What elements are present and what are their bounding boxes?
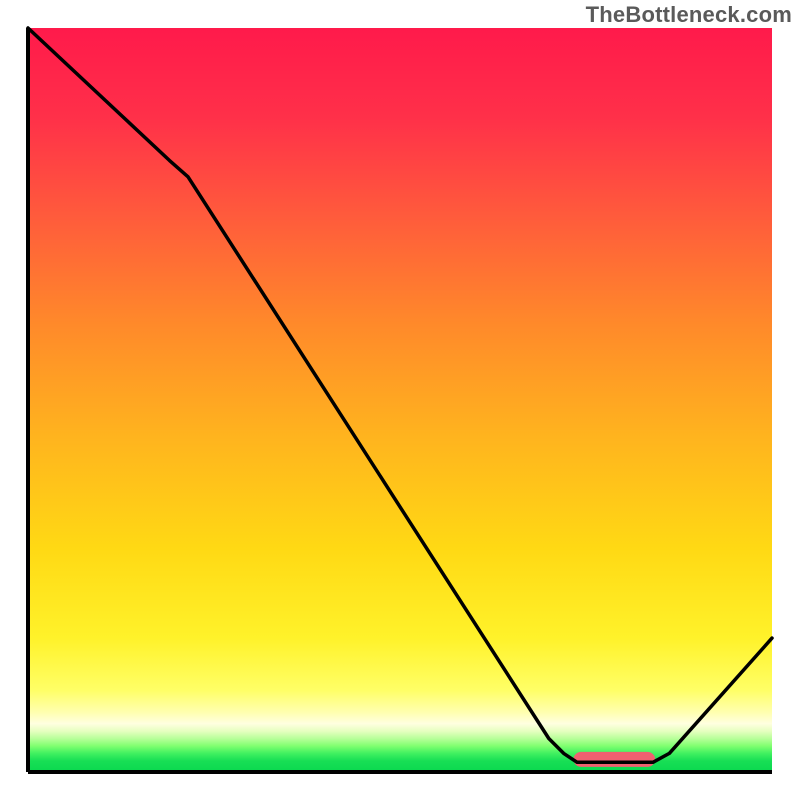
- plot-background: [28, 28, 772, 772]
- optimal-marker: [573, 752, 655, 767]
- watermark-text: TheBottleneck.com: [586, 2, 792, 28]
- chart-container: TheBottleneck.com: [0, 0, 800, 800]
- bottleneck-chart: [0, 0, 800, 800]
